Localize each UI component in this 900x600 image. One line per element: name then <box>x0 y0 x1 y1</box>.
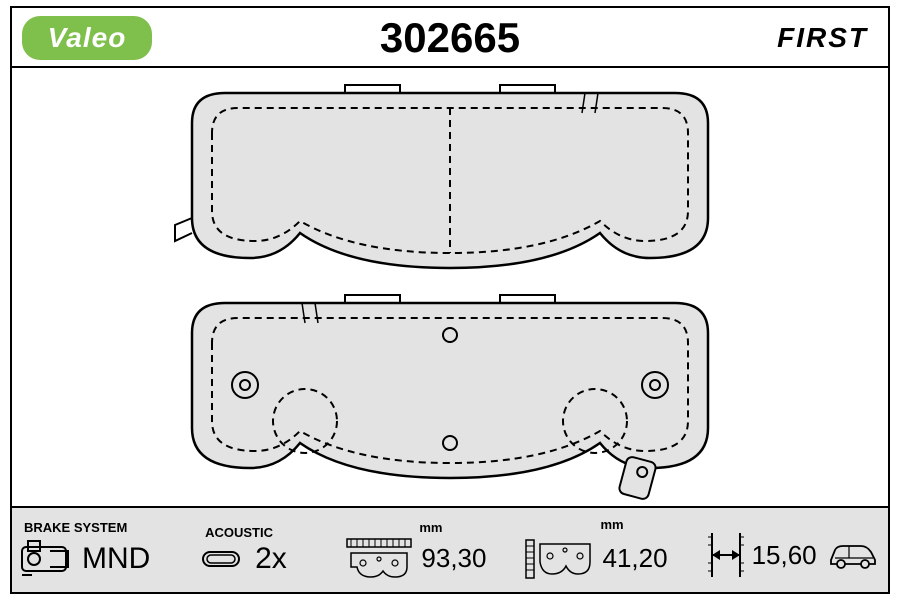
spec-acoustic-label: ACOUSTIC <box>205 525 273 540</box>
spec-thickness: 15,60 <box>700 508 888 592</box>
width-icon <box>343 537 415 581</box>
spec-width: mm 93,30 <box>337 508 518 592</box>
first-logo: FIRST <box>777 22 868 54</box>
spec-brake-system-label: BRAKE SYSTEM <box>24 520 127 535</box>
spec-height: mm 41,20 <box>518 508 699 592</box>
caliper-icon <box>18 537 76 581</box>
product-sheet-frame: Valeo 302665 FIRST <box>10 6 890 594</box>
spec-height-value: 41,20 <box>602 543 667 574</box>
spec-acoustic: ACOUSTIC 2x <box>193 508 337 592</box>
spec-width-value: 93,30 <box>421 543 486 574</box>
spec-bar: BRAKE SYSTEM MND ACOUSTIC 2x <box>12 506 888 592</box>
height-icon <box>524 534 596 584</box>
thickness-icon <box>706 529 746 581</box>
first-logo-text: FIRST <box>777 22 868 53</box>
spec-brake-system-value: MND <box>82 542 150 576</box>
spec-acoustic-value: 2x <box>255 542 287 576</box>
technical-drawing-area <box>12 68 888 506</box>
spec-height-unit: mm <box>600 517 623 532</box>
spec-width-unit: mm <box>419 520 442 535</box>
spec-brake-system: BRAKE SYSTEM MND <box>12 508 193 592</box>
part-number: 302665 <box>12 14 888 62</box>
brake-pad-drawing <box>12 68 888 506</box>
car-icon <box>827 538 879 572</box>
spec-thickness-value: 15,60 <box>752 540 817 571</box>
header: Valeo 302665 FIRST <box>12 8 888 68</box>
wear-sensor-icon <box>199 544 249 574</box>
